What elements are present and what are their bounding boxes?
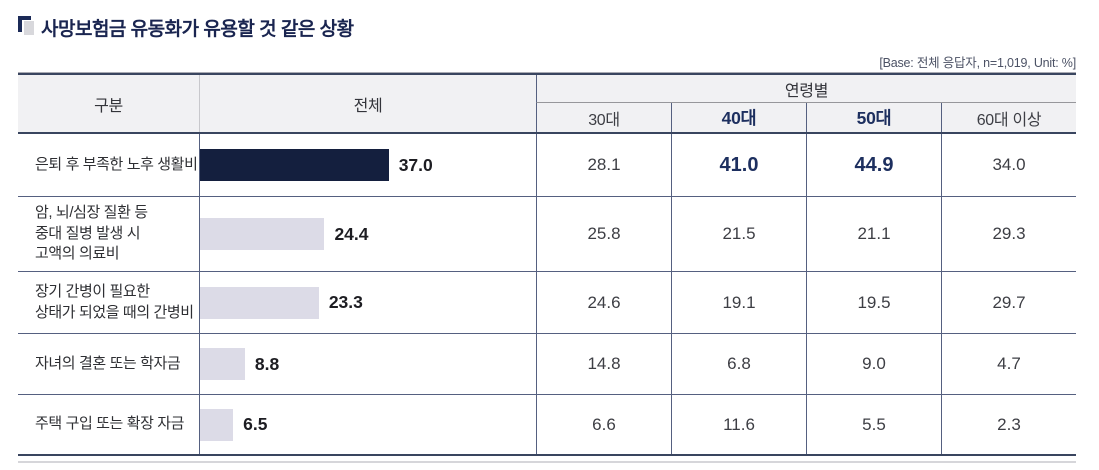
header-age-col: 50대 bbox=[806, 103, 941, 132]
cell-value: 6.8 bbox=[671, 334, 806, 394]
total-bar bbox=[200, 149, 389, 181]
cell-value: 9.0 bbox=[806, 334, 941, 394]
cell-value: 11.6 bbox=[671, 395, 806, 454]
row-label: 암, 뇌/심장 질환 등 중대 질병 발생 시 고액의 의료비 bbox=[35, 203, 148, 263]
total-value: 24.4 bbox=[334, 223, 369, 244]
cell-value: 19.5 bbox=[806, 272, 941, 333]
total-bar bbox=[200, 408, 234, 441]
cell-value: 25.8 bbox=[536, 197, 671, 271]
table-row: 자녀의 결혼 또는 학자금 8.8 14.8 6.8 9.0 4.7 bbox=[18, 333, 1076, 394]
figure-title-bar: 사망보험금 유동화가 유용할 것 같은 상황 bbox=[18, 14, 354, 41]
row-label: 주택 구입 또는 확장 자금 bbox=[35, 415, 185, 433]
cell-value: 24.6 bbox=[536, 272, 671, 333]
total-bar-cell: 23.3 bbox=[199, 272, 536, 333]
row-label: 자녀의 결혼 또는 학자금 bbox=[35, 354, 181, 372]
cell-value: 6.6 bbox=[536, 395, 671, 454]
header-age-group: 연령별 bbox=[536, 75, 1076, 103]
header-age-col: 40대 bbox=[671, 103, 806, 132]
total-value: 8.8 bbox=[254, 353, 280, 374]
base-note: [Base: 전체 응답자, n=1,019, Unit: %] bbox=[879, 56, 1076, 70]
cell-value: 19.1 bbox=[671, 272, 806, 333]
total-bar bbox=[200, 286, 319, 319]
cell-value: 29.7 bbox=[941, 272, 1076, 333]
cell-value: 44.9 bbox=[806, 134, 941, 196]
header-age-col: 30대 bbox=[536, 103, 671, 132]
table-row: 암, 뇌/심장 질환 등 중대 질병 발생 시 고액의 의료비 24.4 25.8 2… bbox=[18, 196, 1076, 271]
header-total: 전체 bbox=[199, 75, 536, 132]
total-bar-cell: 8.8 bbox=[199, 334, 536, 394]
data-table: 구분 전체 연령별 30대 40대 50대 60대 이상 은퇴 후 부족한 노후 생활… bbox=[18, 72, 1076, 463]
table-bottom-shadow bbox=[18, 461, 1076, 463]
cell-value: 21.5 bbox=[671, 197, 806, 271]
total-bar-cell: 24.4 bbox=[199, 197, 536, 271]
page-title: 사망보험금 유동화가 유용할 것 같은 상황 bbox=[41, 19, 354, 40]
table-body: 은퇴 후 부족한 노후 생활비 37.0 28.1 41.0 44.9 34.0 암,… bbox=[18, 134, 1076, 454]
table-row: 장기 간병이 필요한 상태가 되었을 때의 간병비 23.3 24.6 19.1 19… bbox=[18, 271, 1076, 333]
cell-value: 29.3 bbox=[941, 197, 1076, 271]
quote-bracket-icon bbox=[18, 16, 34, 36]
total-bar-cell: 37.0 bbox=[199, 134, 536, 196]
header-category: 구분 bbox=[94, 97, 123, 115]
table-top-accent-line bbox=[18, 72, 1076, 73]
table-row: 은퇴 후 부족한 노후 생활비 37.0 28.1 41.0 44.9 34.0 bbox=[18, 134, 1076, 196]
cell-value: 4.7 bbox=[941, 334, 1076, 394]
total-value: 6.5 bbox=[243, 414, 268, 434]
cell-value: 14.8 bbox=[536, 334, 671, 394]
cell-value: 28.1 bbox=[536, 134, 671, 196]
cell-value: 5.5 bbox=[806, 395, 941, 454]
table-row: 주택 구입 또는 확장 자금 6.5 6.6 11.6 5.5 2.3 bbox=[18, 394, 1076, 454]
cell-value: 41.0 bbox=[671, 134, 806, 196]
row-label: 은퇴 후 부족한 노후 생활비 bbox=[35, 155, 198, 173]
total-value: 37.0 bbox=[398, 154, 433, 175]
cell-value: 34.0 bbox=[941, 134, 1076, 196]
total-bar-cell: 6.5 bbox=[199, 395, 536, 454]
cell-value: 21.1 bbox=[806, 197, 941, 271]
total-bar bbox=[200, 218, 325, 250]
total-bar bbox=[200, 348, 245, 380]
table-header: 구분 전체 연령별 30대 40대 50대 60대 이상 bbox=[18, 75, 1076, 134]
total-value: 23.3 bbox=[328, 292, 363, 312]
cell-value: 2.3 bbox=[941, 395, 1076, 454]
header-age-col: 60대 이상 bbox=[941, 103, 1076, 132]
row-label: 장기 간병이 필요한 상태가 되었을 때의 간병비 bbox=[35, 282, 194, 321]
